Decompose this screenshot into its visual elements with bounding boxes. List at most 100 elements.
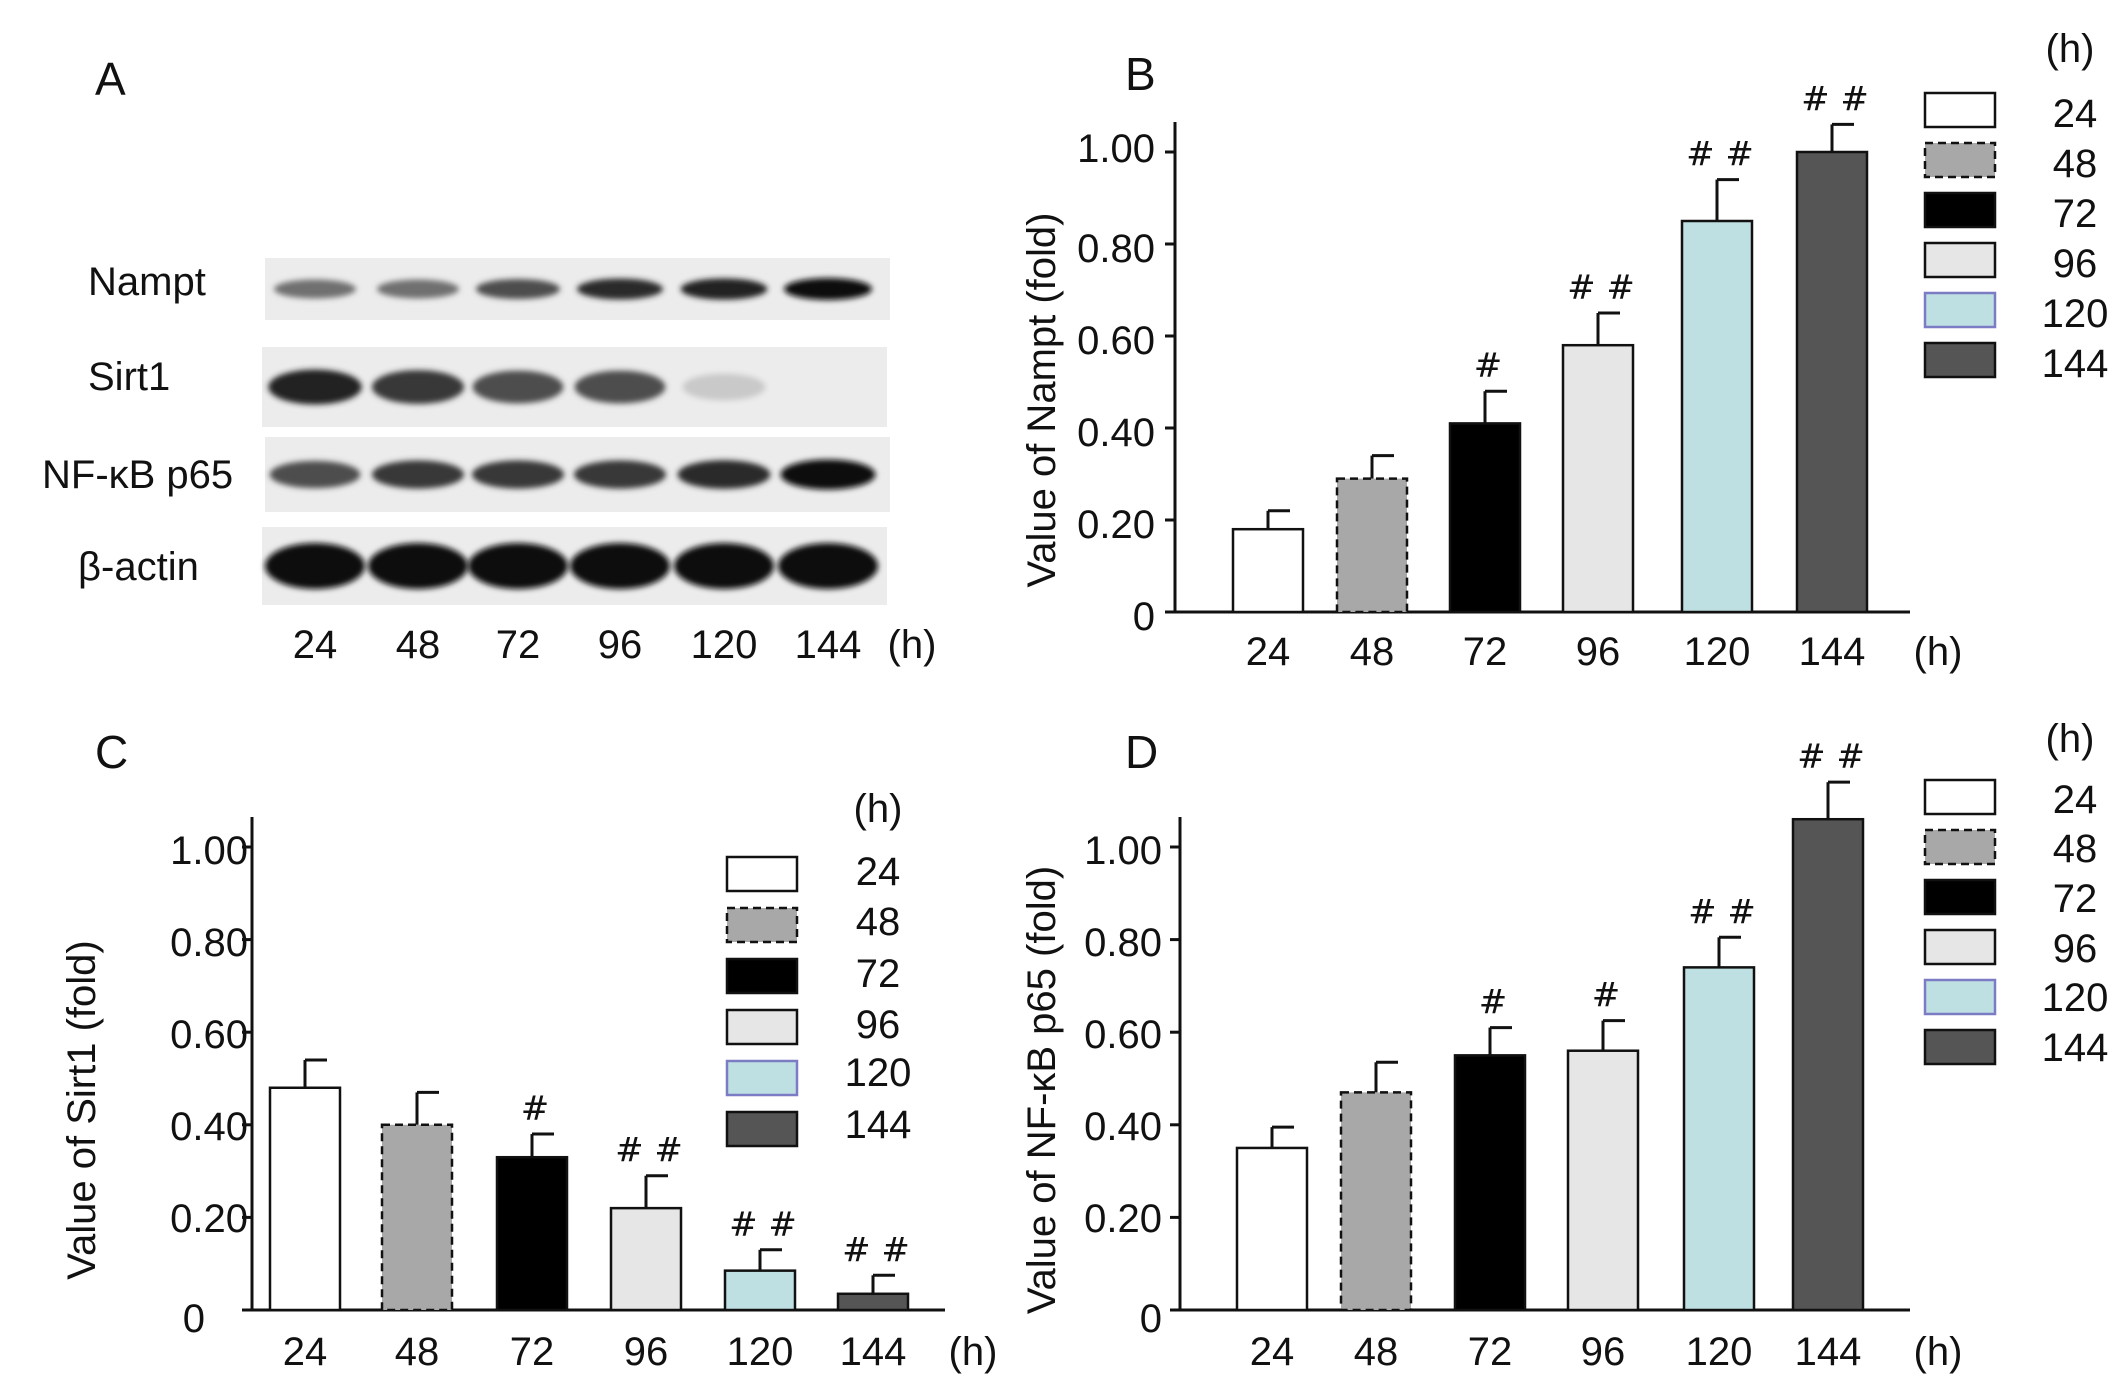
x-tick-label: 24 (1246, 630, 1291, 674)
y-ticks: 0 0.20 0.40 0.60 0.80 1.00 (170, 829, 248, 1341)
bar-group: # # (836, 1230, 910, 1312)
x-tick-label: 144 (840, 1330, 907, 1374)
x-tick-label: 24 (1250, 1330, 1295, 1374)
x-tick-label: 120 (1684, 630, 1751, 674)
x-tick-label: 96 (1581, 1330, 1626, 1374)
blot-band (472, 370, 564, 404)
y-tick-label: 0.40 (170, 1105, 248, 1149)
y-axis-label: Value of NF-κB p65 (fold) (1020, 866, 1064, 1314)
bar (380, 1123, 454, 1312)
x-tick-label: 144 (1795, 1330, 1862, 1374)
blot-strip (262, 527, 887, 605)
legend-swatch (1923, 141, 1997, 179)
blot-strip (262, 347, 887, 427)
legend-swatch (1923, 241, 1997, 279)
bar-group (380, 1090, 454, 1312)
bar-group: # # (1680, 135, 1754, 614)
y-tick-label: 0 (183, 1297, 205, 1341)
bar (1561, 343, 1635, 614)
legend-title: (h) (2046, 27, 2095, 71)
bar-group: # (1448, 346, 1522, 614)
x-axis-unit: (h) (949, 1330, 998, 1374)
bar-group: # # (609, 1131, 683, 1312)
bar-group: # # (1682, 892, 1756, 1312)
legend-swatch (1923, 291, 1997, 329)
bar (1335, 477, 1409, 614)
legend-swatch (1923, 341, 1997, 379)
legend-swatch (1923, 828, 1997, 866)
x-tick-label: 72 (1468, 1330, 1513, 1374)
significance-marker: # (1479, 983, 1508, 1023)
y-tick-label: 1.00 (1077, 127, 1155, 171)
lane-label: 96 (598, 623, 643, 667)
significance-marker: # # (1688, 892, 1756, 932)
significance-marker: # (1474, 346, 1503, 386)
bar (495, 1155, 569, 1312)
panel-letter-a: A (95, 53, 126, 105)
legend-swatch (1923, 778, 1997, 816)
significance-marker: # # (1686, 135, 1754, 175)
y-ticks: 0 0.20 0.40 0.60 0.80 1.00 (1084, 829, 1162, 1341)
legend-label: 48 (856, 900, 901, 944)
bar (1795, 150, 1869, 614)
bar (1682, 966, 1756, 1312)
y-tick-label: 1.00 (170, 829, 248, 873)
legend: 24 48 72 96 120 144 (2042, 92, 2109, 386)
legend-label: 96 (2053, 927, 2098, 971)
legend-label: 144 (2042, 1026, 2109, 1070)
y-tick-label: 0 (1133, 595, 1155, 639)
legend-label: 24 (2053, 92, 2098, 136)
y-tick-label: 0.20 (1084, 1197, 1162, 1241)
blot-band (269, 460, 361, 489)
blot-band (376, 279, 460, 299)
bar-group (1335, 454, 1409, 614)
blot-band (784, 278, 872, 300)
protein-label-beta-actin: β-actin (78, 545, 199, 589)
lane-label: 72 (496, 623, 541, 667)
lane-unit-label: (h) (888, 623, 937, 667)
blot-band (468, 543, 568, 589)
bar (836, 1292, 910, 1312)
bar-group: # (1566, 976, 1640, 1312)
y-tick-label: 1.00 (1084, 829, 1162, 873)
bar-group (268, 1058, 342, 1312)
y-axis-label: Value of Nampt (fold) (1020, 213, 1064, 588)
blot-band (368, 543, 468, 589)
y-tick-label: 0.80 (170, 921, 248, 965)
y-tick-label: 0.60 (1077, 319, 1155, 363)
legend-label: 120 (2042, 976, 2109, 1020)
lane-label: 144 (795, 623, 862, 667)
y-tick-label: 0.80 (1084, 921, 1162, 965)
legend-label: 24 (2053, 778, 2098, 822)
significance-marker: # # (1801, 79, 1869, 119)
blot-strips (262, 258, 890, 605)
x-tick-label: 72 (510, 1330, 555, 1374)
legend-swatch (725, 957, 799, 995)
blot-band (674, 543, 774, 589)
legend-label: 144 (845, 1103, 912, 1147)
bar-group: # (1453, 983, 1527, 1312)
legend-label: 72 (856, 952, 901, 996)
legend-swatch (1923, 928, 1997, 966)
bar-group (1231, 509, 1305, 614)
y-ticks: 0 0.20 0.40 0.60 0.80 1.00 (1077, 127, 1155, 639)
bar-group: # # (1561, 268, 1635, 614)
bar-group: # # (723, 1205, 797, 1312)
blot-band (677, 460, 771, 489)
legend-swatch (1923, 878, 1997, 916)
blot-band (778, 543, 878, 589)
y-tick-label: 0.20 (1077, 503, 1155, 547)
x-ticks: 24 48 72 96 120 144 (h) (283, 1330, 998, 1374)
y-tick-label: 0.20 (170, 1197, 248, 1241)
blot-band (371, 460, 465, 489)
bar-group: # # (1791, 737, 1865, 1312)
bar-group (1339, 1060, 1413, 1312)
bar (1566, 1049, 1640, 1312)
bar (268, 1086, 342, 1312)
legend-label: 144 (2042, 342, 2109, 386)
x-axis-unit: (h) (1914, 630, 1963, 674)
legend-swatch (725, 1008, 799, 1046)
legend-title: (h) (854, 787, 903, 831)
protein-label-nampt: Nampt (88, 260, 206, 304)
legend-label: 72 (2053, 192, 2098, 236)
